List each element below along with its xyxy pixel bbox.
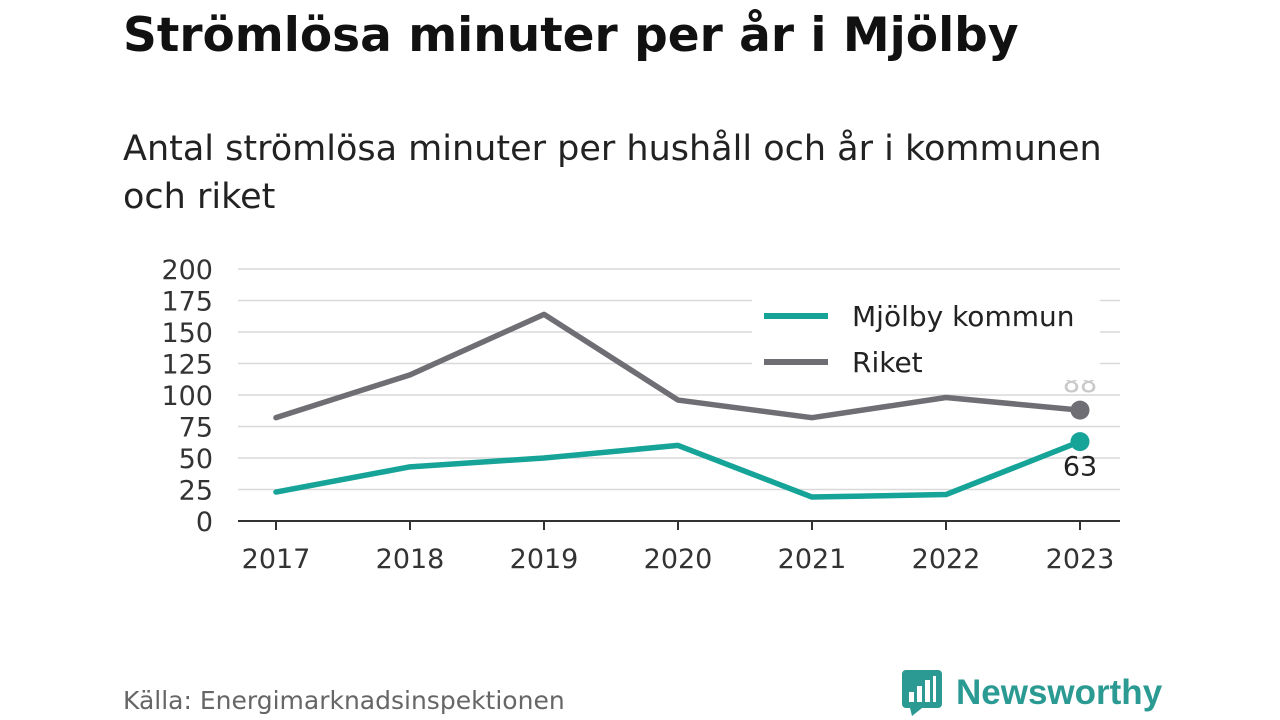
end-data-label: 63 xyxy=(1063,452,1097,483)
chart-subtitle: Antal strömlösa minuter per hushåll och … xyxy=(123,129,1102,217)
source-note: Källa: Energimarknadsinspektionen xyxy=(123,686,565,715)
y-tick-label: 125 xyxy=(161,350,213,381)
series-line-riket xyxy=(273,311,1083,421)
y-tick-label: 100 xyxy=(161,381,213,412)
y-tick-label: 75 xyxy=(179,413,213,444)
newsworthy-logo-icon xyxy=(902,670,942,716)
legend: Mjölby kommun Riket xyxy=(752,292,1100,380)
y-tick-label: 0 xyxy=(196,507,213,538)
end-point-marker xyxy=(1070,432,1090,452)
x-tick-label: 2022 xyxy=(912,544,981,575)
y-tick-label: 50 xyxy=(179,444,213,475)
legend-label: Mjölby kommun xyxy=(852,300,1074,333)
y-tick-label: 200 xyxy=(161,255,213,286)
legend-label: Riket xyxy=(852,346,923,379)
end-point-marker xyxy=(1070,400,1090,420)
x-tick-label: 2019 xyxy=(510,544,579,575)
x-tick-label: 2018 xyxy=(376,544,445,575)
chart-title: Strömlösa minuter per år i Mjölby xyxy=(123,8,1019,63)
y-tick-label: 150 xyxy=(161,318,213,349)
x-tick-label: 2020 xyxy=(644,544,713,575)
x-tick-label: 2017 xyxy=(242,544,311,575)
y-tick-label: 25 xyxy=(179,476,213,507)
brand: Newsworthy xyxy=(902,670,1162,716)
legend-background xyxy=(752,292,1100,380)
brand-name: Newsworthy xyxy=(956,673,1163,712)
y-tick-label: 175 xyxy=(161,287,213,318)
x-tick-label: 2023 xyxy=(1046,544,1115,575)
series-line-mjolby xyxy=(273,438,1083,500)
x-tick-label: 2021 xyxy=(778,544,847,575)
